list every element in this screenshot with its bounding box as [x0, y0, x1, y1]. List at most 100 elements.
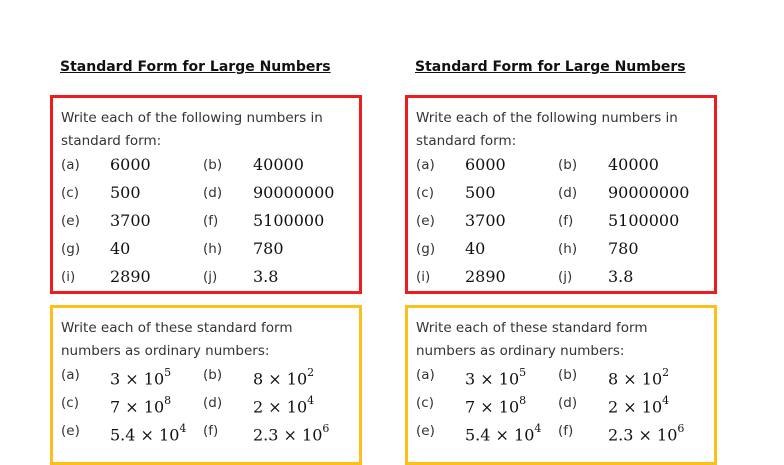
question-value: 2 × 104: [608, 389, 669, 421]
instruction-line: Write each of the following numbers in: [416, 110, 678, 126]
question-row: (e) 5.4 × 104 (f) 2.3 × 106: [416, 417, 716, 445]
question-value: 5.4 × 104: [465, 417, 541, 449]
question-value: 5100000: [253, 211, 325, 230]
question-value: 2890: [465, 267, 506, 286]
question-value: 40000: [608, 155, 659, 174]
value-exponent: 8: [164, 394, 172, 407]
value-exponent: 8: [519, 394, 527, 407]
question-row: (e) 5.4 × 104 (f) 2.3 × 106: [61, 417, 361, 445]
value-exponent: 2: [662, 366, 670, 379]
question-row: (i) 2890 (j) 3.8: [61, 263, 361, 291]
question-label: (b): [558, 157, 578, 173]
question-value: 3 × 105: [465, 361, 526, 393]
instruction-line: standard form:: [416, 133, 517, 149]
question-label: (a): [61, 157, 80, 173]
question-label: (j): [203, 269, 218, 285]
instruction-line: standard form:: [61, 133, 162, 149]
question-label: (c): [416, 185, 434, 201]
question-value: 5100000: [608, 211, 680, 230]
value-base: 5.4 × 10: [465, 425, 535, 445]
question-label: (j): [558, 269, 573, 285]
question-row: (a) 6000 (b) 40000: [61, 151, 361, 179]
question-value: 6000: [465, 155, 506, 174]
value-exponent: 4: [307, 394, 315, 407]
question-row: (c) 500 (d) 90000000: [416, 179, 716, 207]
question-row: (a) 6000 (b) 40000: [416, 151, 716, 179]
question-value: 40000: [253, 155, 304, 174]
question-value: 3 × 105: [110, 361, 171, 393]
worksheet-title: Standard Form for Large Numbers: [60, 59, 331, 75]
question-label: (f): [558, 213, 574, 229]
instruction-line: Write each of these standard form: [61, 320, 293, 336]
ordinary-numbers-box: Write each of these standard form numbers…: [50, 305, 362, 465]
question-value: 3.8: [253, 267, 279, 286]
question-value: 500: [465, 183, 496, 202]
instruction-line: Write each of the following numbers in: [61, 110, 323, 126]
question-row: (c) 7 × 108 (d) 2 × 104: [416, 389, 716, 417]
question-label: (c): [416, 395, 434, 411]
instructions: Write each of the following numbers in st…: [61, 107, 361, 153]
value-exponent: 6: [677, 422, 685, 435]
question-value: 2.3 × 106: [253, 417, 329, 449]
value-base: 2 × 10: [253, 397, 308, 417]
value-exponent: 4: [179, 422, 187, 435]
value-base: 7 × 10: [110, 397, 165, 417]
question-label: (h): [203, 241, 223, 257]
question-label: (d): [558, 185, 578, 201]
question-value: 2890: [110, 267, 151, 286]
value-exponent: 6: [322, 422, 330, 435]
question-value: 5.4 × 104: [110, 417, 186, 449]
question-value: 3700: [110, 211, 151, 230]
question-label: (i): [61, 269, 76, 285]
instruction-line: Write each of these standard form: [416, 320, 648, 336]
question-label: (e): [61, 213, 80, 229]
question-label: (d): [203, 395, 223, 411]
worksheet-title: Standard Form for Large Numbers: [415, 59, 686, 75]
value-exponent: 5: [164, 366, 172, 379]
question-label: (c): [61, 185, 79, 201]
question-value: 90000000: [253, 183, 335, 202]
question-value: 8 × 102: [253, 361, 314, 393]
question-label: (a): [416, 157, 435, 173]
value-base: 2.3 × 10: [608, 425, 678, 445]
question-label: (d): [203, 185, 223, 201]
ordinary-numbers-box: Write each of these standard form numbers…: [405, 305, 717, 465]
question-label: (g): [416, 241, 436, 257]
question-value: 40: [465, 239, 486, 258]
question-label: (d): [558, 395, 578, 411]
question-value: 3.8: [608, 267, 634, 286]
value-exponent: 4: [534, 422, 542, 435]
question-row: (a) 3 × 105 (b) 8 × 102: [416, 361, 716, 389]
question-row: (e) 3700 (f) 5100000: [416, 207, 716, 235]
question-label: (e): [416, 213, 435, 229]
instructions: Write each of the following numbers in st…: [416, 107, 716, 153]
question-row: (g) 40 (h) 780: [416, 235, 716, 263]
question-row: (i) 2890 (j) 3.8: [416, 263, 716, 291]
value-exponent: 4: [662, 394, 670, 407]
question-label: (b): [203, 367, 223, 383]
value-base: 2 × 10: [608, 397, 663, 417]
question-label: (g): [61, 241, 81, 257]
question-label: (e): [416, 423, 435, 439]
question-value: 7 × 108: [110, 389, 171, 421]
question-value: 8 × 102: [608, 361, 669, 393]
instructions: Write each of these standard form numbers…: [61, 317, 361, 363]
question-row: (c) 7 × 108 (d) 2 × 104: [61, 389, 361, 417]
question-value: 2 × 104: [253, 389, 314, 421]
question-value: 500: [110, 183, 141, 202]
question-label: (f): [203, 213, 219, 229]
question-row: (c) 500 (d) 90000000: [61, 179, 361, 207]
question-value: 2.3 × 106: [608, 417, 684, 449]
question-value: 40: [110, 239, 131, 258]
question-label: (f): [558, 423, 574, 439]
instruction-line: numbers as ordinary numbers:: [61, 343, 270, 359]
value-base: 8 × 10: [608, 369, 663, 389]
value-base: 3 × 10: [110, 369, 165, 389]
value-base: 7 × 10: [465, 397, 520, 417]
standard-form-box: Write each of the following numbers in st…: [50, 95, 362, 294]
question-row: (e) 3700 (f) 5100000: [61, 207, 361, 235]
question-label: (h): [558, 241, 578, 257]
question-label: (b): [558, 367, 578, 383]
value-exponent: 5: [519, 366, 527, 379]
value-base: 3 × 10: [465, 369, 520, 389]
